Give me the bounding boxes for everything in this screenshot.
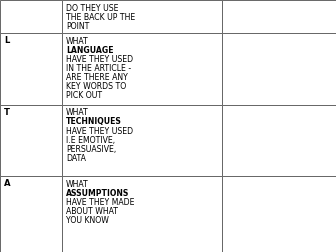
Bar bbox=[0, 176, 62, 252]
Bar bbox=[62, 105, 222, 176]
Bar bbox=[62, 33, 222, 105]
Text: A: A bbox=[4, 179, 11, 188]
Text: YOU KNOW: YOU KNOW bbox=[66, 216, 109, 226]
Text: WHAT: WHAT bbox=[66, 108, 89, 117]
Bar bbox=[62, 0, 222, 33]
Text: POINT: POINT bbox=[66, 22, 90, 31]
Text: LANGUAGE: LANGUAGE bbox=[66, 46, 114, 55]
Text: DO THEY USE: DO THEY USE bbox=[66, 4, 119, 13]
Bar bbox=[0, 33, 62, 105]
Text: ARE THERE ANY: ARE THERE ANY bbox=[66, 73, 128, 82]
Text: THE BACK UP THE: THE BACK UP THE bbox=[66, 13, 135, 22]
Text: KEY WORDS TO: KEY WORDS TO bbox=[66, 82, 126, 91]
Text: IN THE ARTICLE -: IN THE ARTICLE - bbox=[66, 64, 131, 73]
Text: PERSUASIVE,: PERSUASIVE, bbox=[66, 145, 117, 154]
Text: DATA: DATA bbox=[66, 154, 86, 163]
Text: PICK OUT: PICK OUT bbox=[66, 91, 102, 100]
Text: ABOUT WHAT: ABOUT WHAT bbox=[66, 207, 118, 216]
Text: I.E EMOTIVE,: I.E EMOTIVE, bbox=[66, 136, 115, 145]
Text: TECHNIQUES: TECHNIQUES bbox=[66, 117, 122, 127]
Bar bbox=[222, 0, 336, 33]
Bar bbox=[0, 105, 62, 176]
Text: HAVE THEY MADE: HAVE THEY MADE bbox=[66, 198, 135, 207]
Bar bbox=[0, 0, 62, 33]
Bar bbox=[222, 33, 336, 105]
Text: HAVE THEY USED: HAVE THEY USED bbox=[66, 55, 133, 64]
Text: L: L bbox=[4, 36, 9, 45]
Text: HAVE THEY USED: HAVE THEY USED bbox=[66, 127, 133, 136]
Bar bbox=[62, 176, 222, 252]
Bar bbox=[222, 105, 336, 176]
Text: ASSUMPTIONS: ASSUMPTIONS bbox=[66, 189, 130, 198]
Bar bbox=[222, 176, 336, 252]
Text: WHAT: WHAT bbox=[66, 180, 89, 189]
Text: T: T bbox=[4, 108, 10, 117]
Text: WHAT: WHAT bbox=[66, 37, 89, 46]
